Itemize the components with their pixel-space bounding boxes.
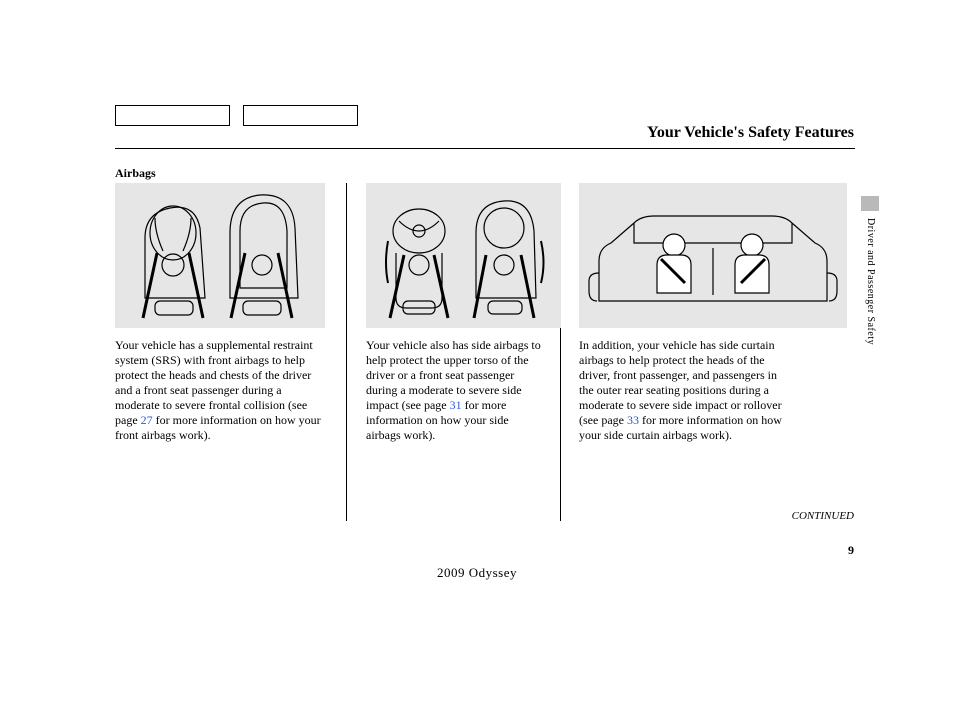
continued-label: CONTINUED: [792, 510, 854, 522]
column-2-text: Your vehicle also has side airbags to he…: [366, 338, 541, 443]
column-1-text: Your vehicle has a supplemental restrain…: [115, 338, 327, 443]
front-airbag-illustration: [115, 183, 325, 328]
curtain-airbag-illustration: [579, 183, 847, 328]
section-tab: [861, 196, 879, 211]
nav-box-1[interactable]: [115, 105, 230, 126]
col3-page-ref[interactable]: 33: [627, 413, 639, 427]
footer-model: 2009 Odyssey: [0, 565, 954, 581]
vertical-section-label: Driver and Passenger Safety: [865, 218, 876, 345]
side-airbag-illustration: [366, 183, 561, 328]
col1-page-ref[interactable]: 27: [141, 413, 153, 427]
column-3: In addition, your vehicle has side curta…: [561, 183, 855, 443]
page-number: 9: [848, 543, 854, 558]
page-title: Your Vehicle's Safety Features: [647, 124, 854, 142]
title-rule: [115, 148, 855, 149]
column-2: Your vehicle also has side airbags to he…: [347, 183, 561, 443]
section-heading: Airbags: [115, 166, 156, 181]
column-3-text: In addition, your vehicle has side curta…: [579, 338, 794, 443]
content-columns: Your vehicle has a supplemental restrain…: [115, 183, 855, 443]
top-nav-boxes: [115, 105, 358, 126]
nav-box-2[interactable]: [243, 105, 358, 126]
col2-page-ref[interactable]: 31: [450, 398, 462, 412]
column-1: Your vehicle has a supplemental restrain…: [115, 183, 347, 443]
